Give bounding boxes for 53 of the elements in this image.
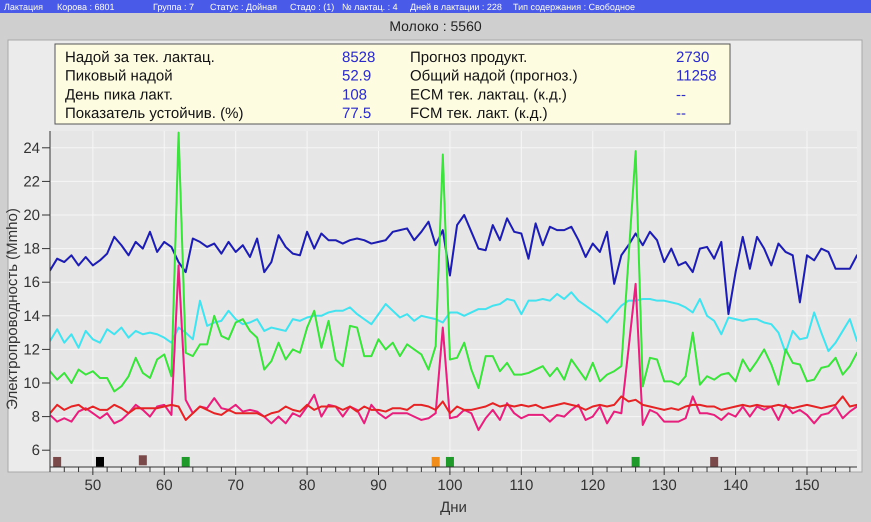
text: Дней в лактации : 228 <box>410 2 502 12</box>
text: Группа : 7 <box>153 2 194 12</box>
x-tick-label: 50 <box>84 477 102 494</box>
text: Тип содержания : Свободное <box>513 2 635 12</box>
text: Прогноз продукт. <box>410 49 528 66</box>
y-tick-label: 16 <box>23 274 40 292</box>
y-tick-label: 8 <box>32 408 40 426</box>
y-tick-label: 24 <box>23 140 40 157</box>
chart-title: Молоко : 5560 <box>389 18 482 34</box>
x-tick-label: 70 <box>227 477 244 494</box>
x-tick-label: 120 <box>580 477 606 494</box>
x-tick-label: 130 <box>652 477 677 494</box>
text: 8528 <box>342 49 376 66</box>
line-series <box>50 132 857 392</box>
text: Стадо : (1) <box>290 2 334 12</box>
y-tick-label: 14 <box>23 308 40 325</box>
text: 2730 <box>676 49 710 66</box>
x-tick-label: 60 <box>156 477 173 494</box>
text: FCM тек. лакт. (к.д.) <box>410 105 548 122</box>
line-series <box>50 395 857 421</box>
text: Пиковый надой <box>65 68 173 85</box>
text: 11258 <box>676 68 717 85</box>
x-tick-label: 140 <box>723 477 748 494</box>
text: Общий надой (прогноз.) <box>410 68 578 85</box>
line-series <box>50 264 857 432</box>
line-series <box>50 291 857 354</box>
text: -- <box>676 105 686 122</box>
text: -- <box>676 86 686 104</box>
text: Надой за тек. лактац. <box>65 49 215 66</box>
line-series <box>50 214 857 316</box>
text: Показатель устойчив. (%) <box>65 105 244 122</box>
x-tick-label: 80 <box>298 477 316 494</box>
x-axis-title: Дни <box>440 499 467 516</box>
text: 108 <box>342 86 368 104</box>
text: Корова : 6801 <box>57 2 114 12</box>
text: № лактац. : 4 <box>342 2 398 12</box>
y-axis-title: Электропроводность (Mmho) <box>4 208 21 410</box>
y-tick-label: 12 <box>23 341 40 358</box>
y-tick-label: 6 <box>32 442 40 460</box>
text: День пика лакт. <box>65 86 173 104</box>
x-tick-label: 90 <box>370 477 387 494</box>
y-tick-label: 10 <box>23 375 40 392</box>
text: Статус : Дойная <box>210 2 278 12</box>
y-tick-label: 20 <box>23 207 40 224</box>
y-tick-label: 22 <box>23 173 40 190</box>
text: ECM тек. лактац. (к.д.) <box>410 86 567 104</box>
x-tick-label: 150 <box>794 477 820 494</box>
x-tick-label: 100 <box>437 477 462 494</box>
y-tick-label: 18 <box>23 240 40 258</box>
text: 52.9 <box>342 68 372 85</box>
text: Лактация <box>4 2 44 12</box>
text: 77.5 <box>342 105 372 122</box>
x-tick-label: 110 <box>509 477 534 494</box>
